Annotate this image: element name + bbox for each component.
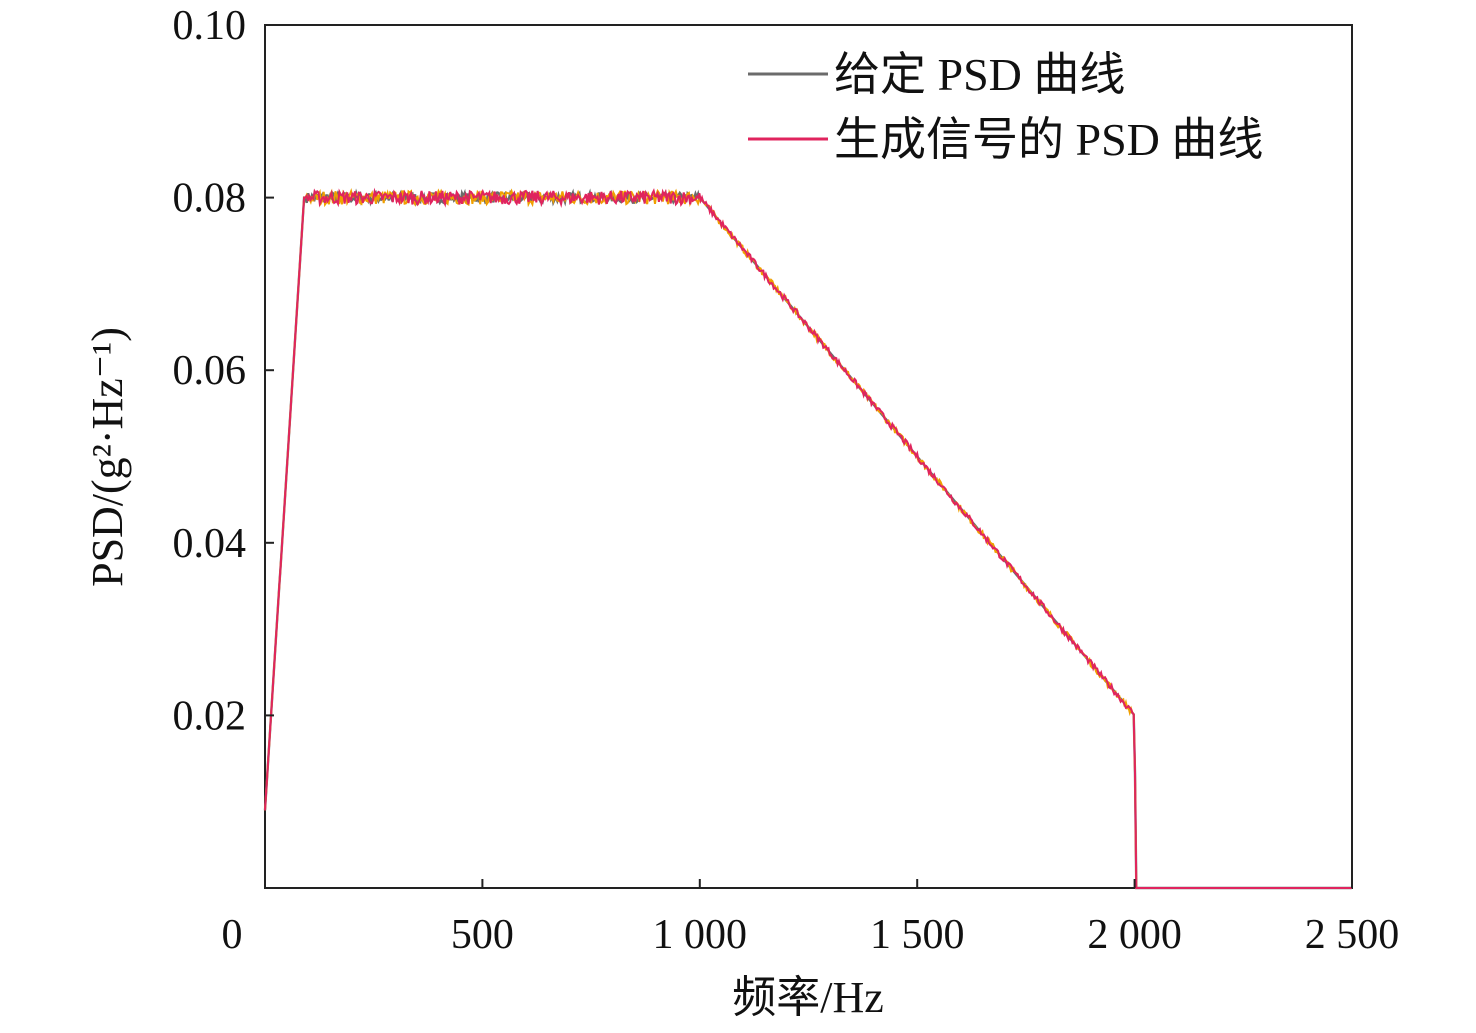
plot-area — [264, 24, 1353, 889]
x-tick-label: 2 000 — [1087, 912, 1182, 958]
series-line-generated — [264, 187, 1352, 889]
plot-frame — [264, 24, 1353, 889]
series-line-given — [263, 188, 1352, 890]
x-tick-label: 1 500 — [870, 912, 965, 958]
legend-label-generated: 生成信号的 PSD 曲线 — [834, 114, 1263, 165]
legend: 给定 PSD 曲线 生成信号的 PSD 曲线 — [748, 49, 1263, 165]
series-layer — [263, 187, 1352, 890]
x-tick-label: 500 — [451, 912, 514, 958]
x-axis-title: 频率/Hz — [732, 973, 884, 1022]
y-tick-label: 0.08 — [173, 176, 247, 222]
series-line-generated-accent — [264, 187, 1352, 889]
x-tick-label: 1 000 — [653, 912, 748, 958]
axis-ticks: 0 500 1 000 1 500 2 000 2 500 0.02 0.04 0.06 0.08… — [173, 3, 1400, 958]
y-tick-label: 0.04 — [173, 521, 247, 567]
x-tick-label: 2 500 — [1305, 912, 1400, 958]
y-tick-label: 0.02 — [173, 693, 247, 739]
y-tick-label: 0.10 — [173, 3, 247, 49]
y-tick-label: 0.06 — [173, 348, 247, 394]
y-axis-title: PSD/(g²·Hz⁻¹) — [83, 327, 132, 587]
x-tick-label: 0 — [222, 912, 243, 958]
legend-label-given: 给定 PSD 曲线 — [834, 49, 1125, 100]
